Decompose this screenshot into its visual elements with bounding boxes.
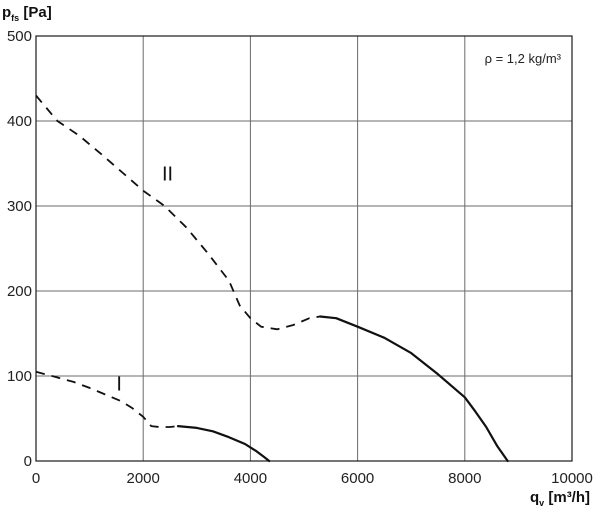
x-axis-label: qv [m³/h]: [530, 489, 590, 508]
y-tick-label: 300: [7, 198, 32, 215]
x-axis-label-unit: [m³/h]: [544, 489, 590, 506]
series-i-label: I: [116, 373, 122, 395]
series-ii-solid-curve: [319, 315, 509, 463]
series-i-solid-curve: [176, 425, 271, 463]
air-density-annotation: ρ = 1,2 kg/m³: [485, 51, 562, 66]
x-tick-label: 6000: [341, 470, 374, 487]
x-axis-label-sub: v: [539, 498, 544, 508]
x-tick-labels: 0 2000 4000 6000 8000 10000: [32, 470, 593, 487]
x-tick-label: 2000: [127, 470, 160, 487]
x-tick-label: 4000: [234, 470, 267, 487]
x-axis-label-main: q: [530, 489, 539, 506]
plot-frame: [35, 35, 573, 462]
y-tick-label: 0: [24, 453, 32, 470]
series-i-dashed-curve: [35, 370, 179, 428]
grid: [35, 35, 573, 462]
x-tick-label: 0: [32, 470, 40, 487]
y-axis-label-unit: [Pa]: [19, 4, 52, 21]
y-axis-label: pfs [Pa]: [2, 4, 52, 23]
x-tick-label: 8000: [448, 470, 481, 487]
y-tick-label: 400: [7, 113, 32, 130]
y-tick-label: 200: [7, 283, 32, 300]
y-tick-label: 100: [7, 368, 32, 385]
series-ii-dashed-curve: [35, 94, 321, 331]
series-ii-label: II: [162, 164, 173, 186]
y-axis-label-sub: fs: [11, 13, 19, 23]
y-axis-label-main: p: [2, 4, 11, 21]
y-tick-labels: 0 100 200 300 400 500: [7, 28, 32, 470]
y-tick-label: 500: [7, 28, 32, 45]
series-curves: III: [35, 94, 509, 463]
x-tick-label: 10000: [551, 470, 593, 487]
